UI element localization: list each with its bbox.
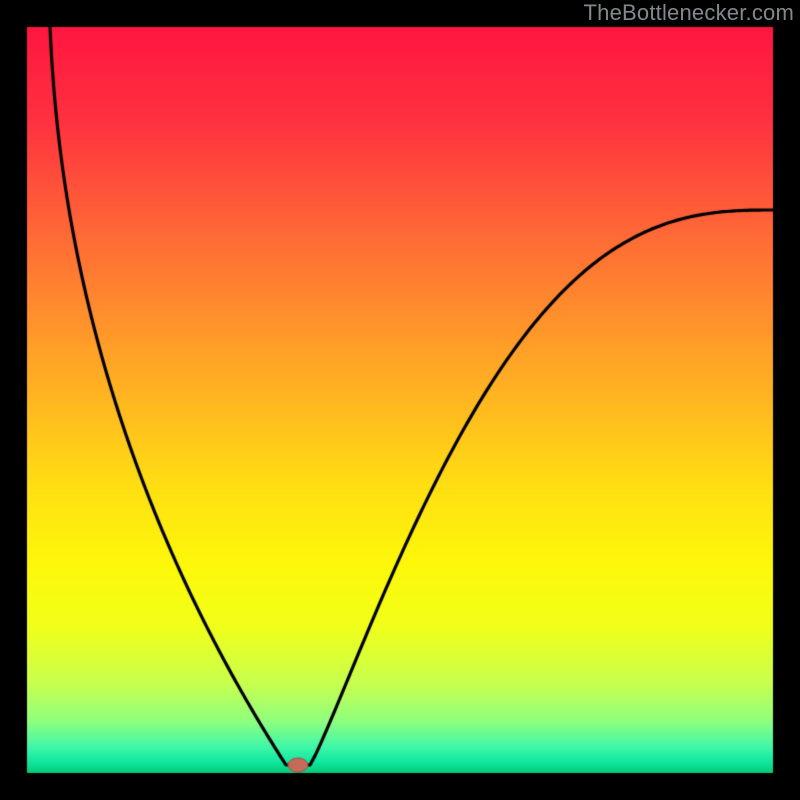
watermark-text: TheBottlenecker.com (584, 0, 794, 26)
bottleneck-curve-chart (0, 0, 800, 800)
